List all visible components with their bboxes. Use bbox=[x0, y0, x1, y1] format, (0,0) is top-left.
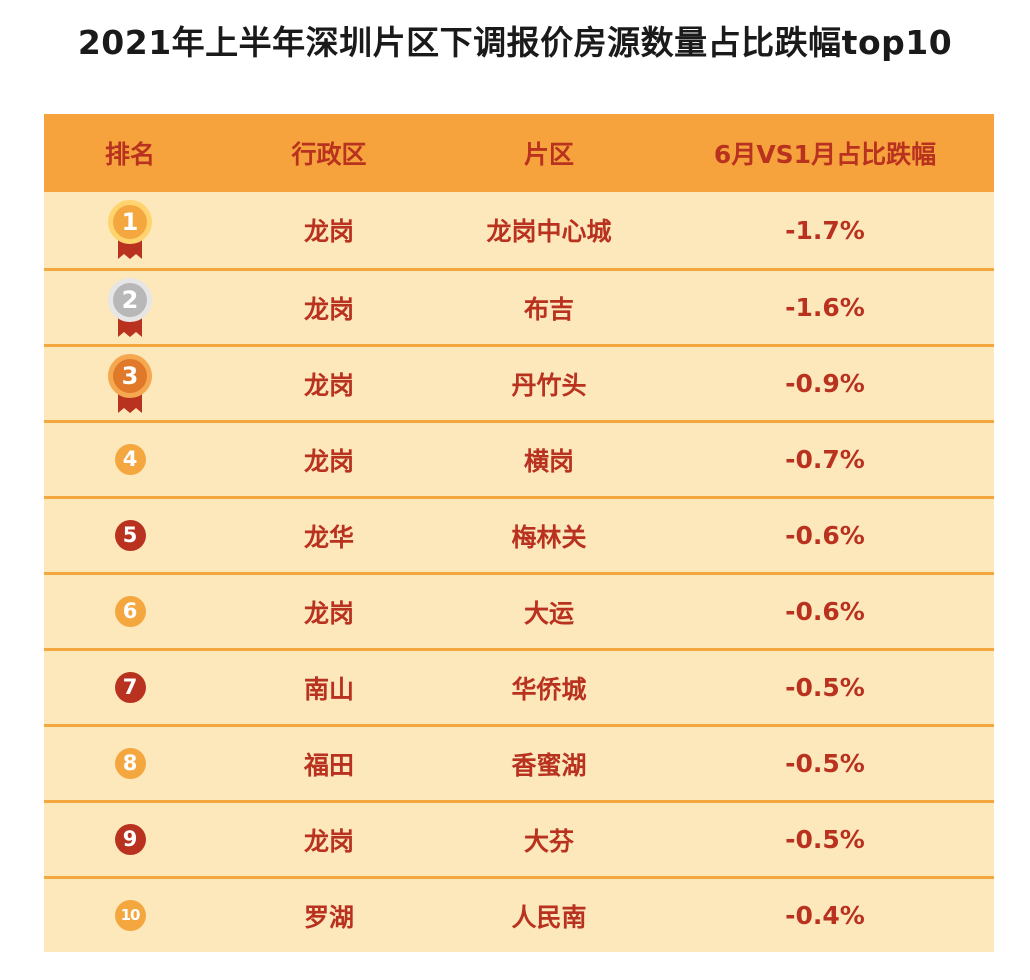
circled-number-icon: 9 bbox=[114, 824, 146, 855]
area-cell: 丹竹头 bbox=[511, 370, 587, 400]
area-cell: 大运 bbox=[523, 598, 574, 628]
rank-cell: 9 bbox=[44, 824, 216, 855]
area-cell: 布吉 bbox=[523, 294, 574, 324]
circled-number-icon: 10 bbox=[114, 900, 146, 931]
district-cell: 龙岗 bbox=[303, 217, 354, 246]
header-decline: 6月VS1月占比跌幅 bbox=[713, 140, 937, 169]
decline-cell: -0.6% bbox=[785, 521, 865, 550]
rank-cell: 1 bbox=[44, 199, 216, 261]
district-cell: 福田 bbox=[303, 750, 354, 780]
silver-medal-icon: 2 bbox=[106, 277, 154, 339]
circled-number-icon: 7 bbox=[114, 672, 146, 703]
table-row: 10 罗湖 人民南 -0.4% bbox=[44, 876, 994, 952]
gold-medal-icon: 1 bbox=[106, 199, 154, 261]
rank-cell: 6 bbox=[44, 596, 216, 627]
circled-number-icon: 5 bbox=[114, 520, 146, 551]
rank-cell: 3 bbox=[44, 353, 216, 415]
decline-cell: -0.5% bbox=[785, 749, 865, 778]
district-cell: 南山 bbox=[303, 674, 354, 704]
ranking-table: 排名 行政区 片区 6月VS1月占比跌幅 1 龙岗 龙岗中心城 -1.7% 2 龙岗 布吉 -… bbox=[44, 114, 994, 952]
table-row: 8 福田 香蜜湖 -0.5% bbox=[44, 724, 994, 800]
table-row: 1 龙岗 龙岗中心城 -1.7% bbox=[44, 192, 994, 268]
table-row: 6 龙岗 大运 -0.6% bbox=[44, 572, 994, 648]
header-district: 行政区 bbox=[291, 140, 367, 169]
rank-cell: 7 bbox=[44, 672, 216, 703]
district-cell: 罗湖 bbox=[303, 902, 354, 932]
circled-number-icon: 4 bbox=[114, 444, 146, 475]
chart-title: 2021年上半年深圳片区下调报价房源数量占比跌幅top10 bbox=[77, 23, 953, 62]
rank-number: 3 bbox=[121, 361, 139, 390]
area-cell: 香蜜湖 bbox=[511, 750, 587, 780]
district-cell: 龙岗 bbox=[303, 598, 354, 628]
area-cell: 华侨城 bbox=[511, 674, 587, 704]
area-cell: 横岗 bbox=[523, 446, 574, 476]
decline-cell: -0.4% bbox=[785, 901, 865, 930]
decline-cell: -1.7% bbox=[785, 215, 865, 245]
district-cell: 龙岗 bbox=[303, 370, 354, 400]
rank-cell: 10 bbox=[44, 900, 216, 931]
bronze-medal-icon: 3 bbox=[106, 353, 154, 415]
rank-cell: 8 bbox=[44, 748, 216, 779]
district-cell: 龙岗 bbox=[303, 446, 354, 476]
district-cell: 龙岗 bbox=[303, 826, 354, 856]
rank-number: 1 bbox=[121, 208, 139, 236]
table-row: 5 龙华 梅林关 -0.6% bbox=[44, 496, 994, 572]
area-cell: 大芬 bbox=[523, 826, 574, 856]
header-rank: 排名 bbox=[104, 140, 155, 169]
district-cell: 龙岗 bbox=[303, 294, 354, 324]
decline-cell: -0.7% bbox=[785, 445, 865, 474]
decline-cell: -1.6% bbox=[785, 293, 865, 322]
district-cell: 龙华 bbox=[303, 522, 354, 552]
table-header: 排名 行政区 片区 6月VS1月占比跌幅 bbox=[44, 114, 994, 192]
table-row: 7 南山 华侨城 -0.5% bbox=[44, 648, 994, 724]
table-row: 3 龙岗 丹竹头 -0.9% bbox=[44, 344, 994, 420]
decline-cell: -0.6% bbox=[785, 597, 865, 626]
decline-cell: -0.9% bbox=[785, 369, 865, 398]
rank-cell: 5 bbox=[44, 520, 216, 551]
area-cell: 龙岗中心城 bbox=[486, 217, 612, 246]
circled-number-icon: 8 bbox=[114, 748, 146, 779]
area-cell: 人民南 bbox=[511, 902, 587, 932]
table-row: 2 龙岗 布吉 -1.6% bbox=[44, 268, 994, 344]
decline-cell: -0.5% bbox=[785, 825, 865, 854]
table-body: 1 龙岗 龙岗中心城 -1.7% 2 龙岗 布吉 -1.6% 3 龙岗 丹竹头 -0.9% 4 龙岗 横岗 -… bbox=[44, 192, 994, 952]
circled-number-icon: 6 bbox=[114, 596, 146, 627]
header-area: 片区 bbox=[523, 140, 574, 169]
rank-cell: 2 bbox=[44, 277, 216, 339]
rank-cell: 4 bbox=[44, 444, 216, 475]
decline-cell: -0.5% bbox=[785, 673, 865, 702]
area-cell: 梅林关 bbox=[511, 522, 587, 552]
table-row: 4 龙岗 横岗 -0.7% bbox=[44, 420, 994, 496]
rank-number: 2 bbox=[121, 285, 139, 314]
table-row: 9 龙岗 大芬 -0.5% bbox=[44, 800, 994, 876]
